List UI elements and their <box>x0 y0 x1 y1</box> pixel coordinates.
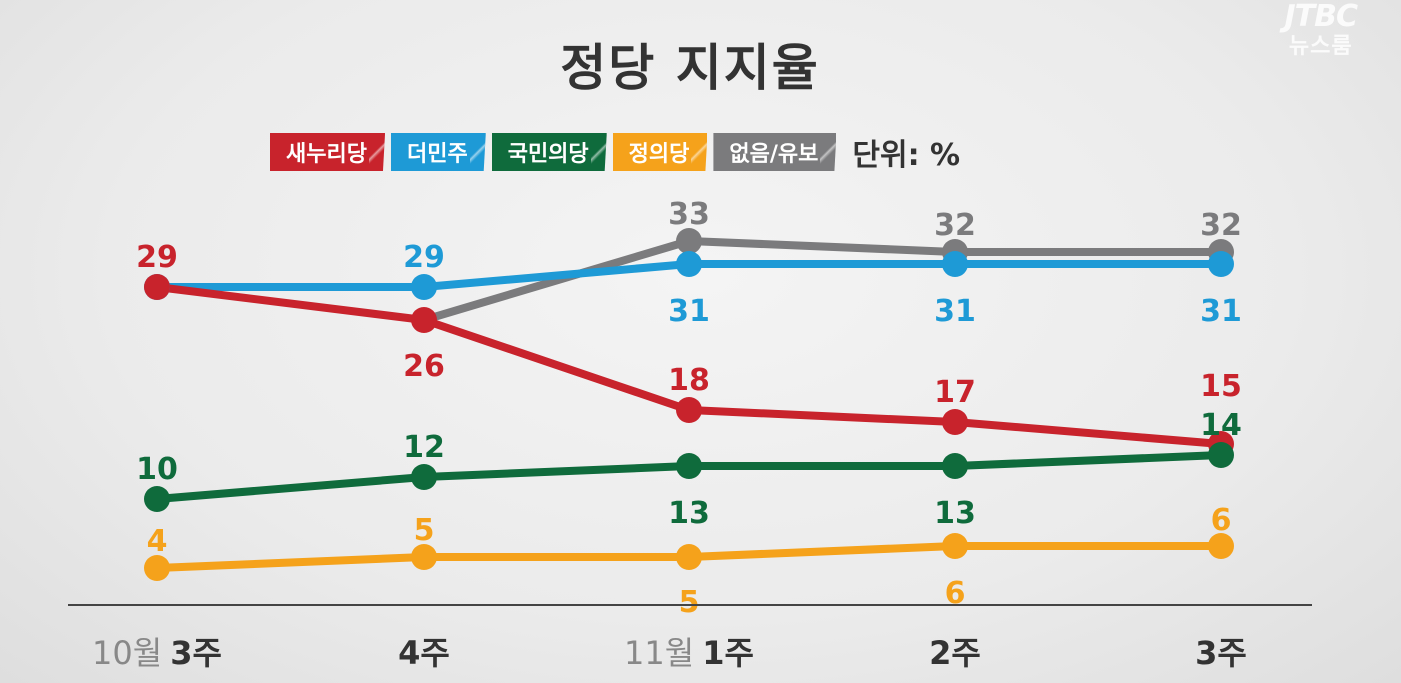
data-point <box>144 555 170 581</box>
value-label: 33 <box>668 197 710 232</box>
value-label: 5 <box>414 513 435 548</box>
legend-label: 더민주 <box>406 142 468 167</box>
data-point <box>676 453 702 479</box>
data-point <box>411 544 437 570</box>
x-tick-main: 1주 <box>702 634 754 672</box>
chart-title: 정당 지지율 <box>560 39 820 97</box>
value-label: 26 <box>403 349 445 384</box>
value-label: 6 <box>1211 503 1232 538</box>
data-point <box>411 274 437 300</box>
value-label: 29 <box>136 240 178 275</box>
value-label: 32 <box>934 208 976 243</box>
data-point <box>676 397 702 423</box>
value-label: 6 <box>945 576 966 611</box>
data-point <box>942 533 968 559</box>
value-label: 4 <box>147 524 168 559</box>
legend-item-minjoo: 더민주 <box>391 133 486 171</box>
data-point <box>942 453 968 479</box>
data-point <box>1208 533 1234 559</box>
legend-label: 없음/유보 <box>729 142 819 167</box>
value-label: 31 <box>668 294 710 329</box>
x-tick-label: 4주 <box>398 628 450 674</box>
value-label: 12 <box>403 430 445 465</box>
data-point <box>411 464 437 490</box>
value-label: 10 <box>136 452 178 487</box>
value-label: 14 <box>1200 408 1242 443</box>
unit-label: 단위: % <box>852 138 961 173</box>
logo-sub: 뉴스룸 <box>1288 34 1353 59</box>
x-tick-label: 2주 <box>929 628 981 674</box>
value-label: 13 <box>668 496 710 531</box>
legend-label: 정의당 <box>628 142 690 167</box>
logo-brand: JTBC <box>1284 0 1358 34</box>
data-point <box>676 228 702 254</box>
x-tick-prefix: 11월 <box>624 634 695 672</box>
legend-label: 새누리당 <box>286 142 367 167</box>
legend-item-kookmin: 국민의당 <box>492 133 607 171</box>
x-tick-main: 3주 <box>1195 634 1247 672</box>
value-label: 13 <box>934 496 976 531</box>
value-label: 18 <box>668 363 710 398</box>
data-point <box>942 251 968 277</box>
data-point <box>942 409 968 435</box>
legend-item-justice: 정의당 <box>613 133 708 171</box>
value-labels: 29 26 18 17 15 29 31 31 31 10 12 13 13 14 4 5 5 6 6 33 32 32 <box>136 197 1242 620</box>
x-tick-label: 3주 <box>1195 628 1247 674</box>
x-tick-main: 2주 <box>929 634 981 672</box>
data-point <box>144 486 170 512</box>
jtbc-newsroom-logo: JTBC 뉴스룸 <box>1284 0 1358 60</box>
data-point <box>144 274 170 300</box>
x-tick-main: 4주 <box>398 634 450 672</box>
x-tick-label: 11월 1주 <box>624 628 754 674</box>
x-tick-main: 3주 <box>170 634 222 672</box>
series-points <box>144 228 1234 581</box>
legend-label: 국민의당 <box>507 142 589 167</box>
chart-legend: 새누리당 더민주 국민의당 정의당 없음/유보 단위: % <box>270 132 961 173</box>
value-label: 17 <box>934 375 976 410</box>
value-label: 31 <box>1200 294 1242 329</box>
legend-item-none: 없음/유보 <box>713 133 836 171</box>
value-label: 31 <box>934 294 976 329</box>
data-point <box>1208 442 1234 468</box>
data-point <box>1208 251 1234 277</box>
x-tick-prefix: 10월 <box>92 634 163 672</box>
value-label: 29 <box>403 240 445 275</box>
data-point <box>411 307 437 333</box>
value-label: 15 <box>1200 369 1242 404</box>
value-label: 32 <box>1200 208 1242 243</box>
data-point <box>676 251 702 277</box>
legend-item-saenuri: 새누리당 <box>270 133 385 171</box>
value-label: 5 <box>679 585 700 620</box>
data-point <box>676 544 702 570</box>
series-line-4 <box>422 237 1221 324</box>
x-tick-label: 10월 3주 <box>92 628 222 674</box>
